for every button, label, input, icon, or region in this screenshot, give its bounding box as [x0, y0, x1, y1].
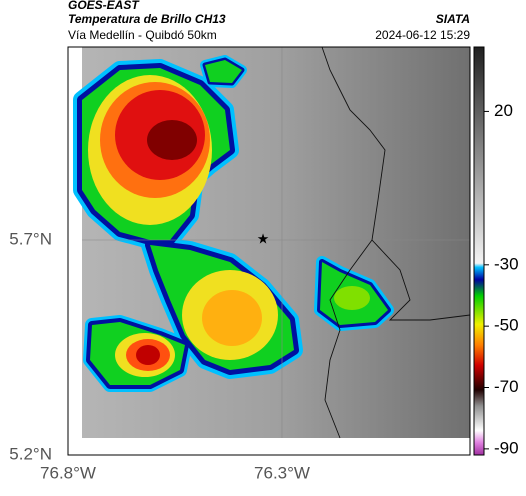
colorbar-tick-label: -70: [494, 377, 519, 396]
source: SIATA: [436, 12, 470, 26]
lon-label: 76.8°W: [40, 463, 96, 482]
title: GOES-EAST: [68, 0, 140, 12]
colorbar: [473, 46, 485, 456]
map-frame: [67, 46, 471, 456]
subtitle: Temperatura de Brillo CH13: [68, 12, 226, 26]
lat-label: 5.7°N: [9, 229, 52, 248]
lat-label: 5.2°N: [9, 444, 52, 463]
satellite-image: ★: [82, 46, 471, 439]
colorbar-tick-label: -50: [494, 316, 519, 335]
colorbar-tick-label: -30: [494, 254, 519, 273]
colorbar-tick-label: 20: [494, 101, 513, 120]
svg-text:★: ★: [257, 231, 270, 247]
lon-label: 76.3°W: [254, 463, 310, 482]
timestamp: 2024-06-12 15:29: [375, 28, 470, 42]
location: Vía Medellín - Quibdó 50km: [68, 28, 217, 42]
colorbar-tick-label: -90: [494, 438, 519, 457]
